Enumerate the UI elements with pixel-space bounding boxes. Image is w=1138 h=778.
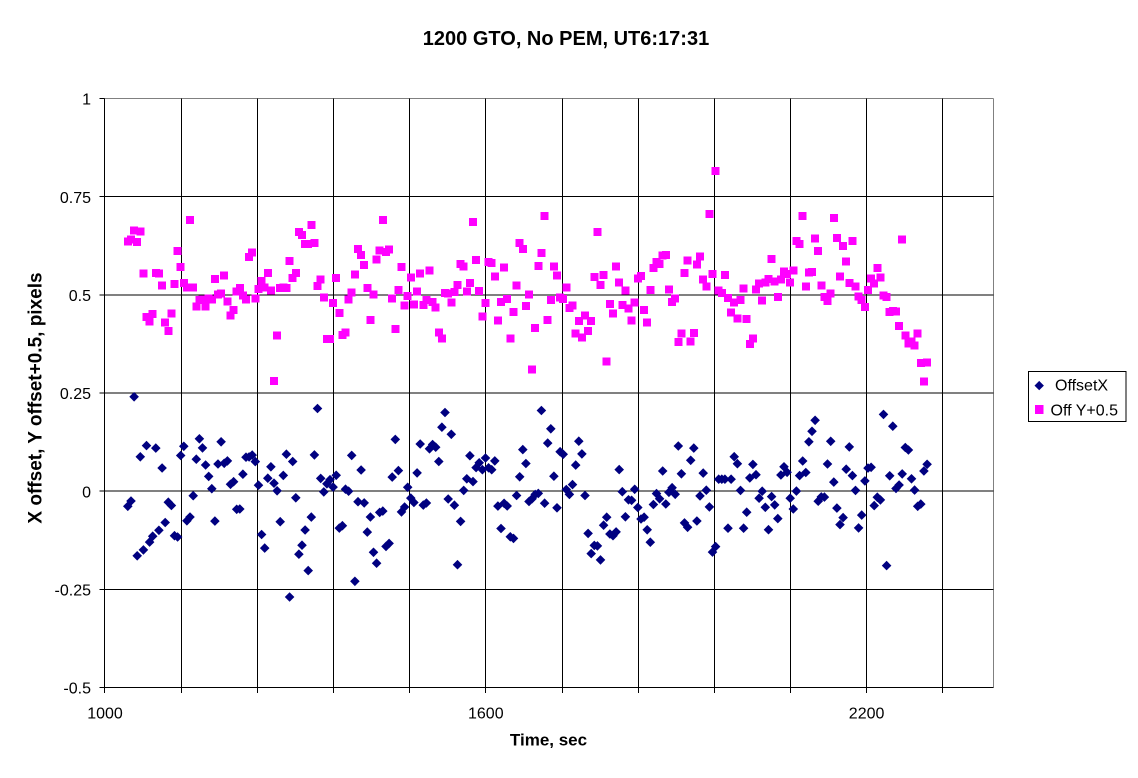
svg-text:1000: 1000 (87, 706, 123, 723)
svg-text:-0.5: -0.5 (63, 681, 91, 698)
svg-text:0.25: 0.25 (60, 386, 91, 403)
svg-text:Off Y+0.5: Off Y+0.5 (1051, 402, 1119, 419)
svg-text:1600: 1600 (468, 706, 504, 723)
svg-text:2200: 2200 (849, 706, 885, 723)
svg-text:0.75: 0.75 (60, 190, 91, 207)
svg-text:1: 1 (82, 92, 91, 109)
svg-text:-0.25: -0.25 (55, 583, 92, 600)
svg-text:0.5: 0.5 (69, 288, 91, 305)
svg-text:Time, sec: Time, sec (510, 731, 587, 750)
svg-text:0: 0 (82, 484, 91, 501)
svg-text:X offset, Y offset+0.5, pixels: X offset, Y offset+0.5, pixels (26, 272, 47, 523)
svg-text:OffsetX: OffsetX (1055, 378, 1108, 395)
svg-text:1200 GTO, No PEM, UT6:17:31: 1200 GTO, No PEM, UT6:17:31 (423, 28, 709, 50)
